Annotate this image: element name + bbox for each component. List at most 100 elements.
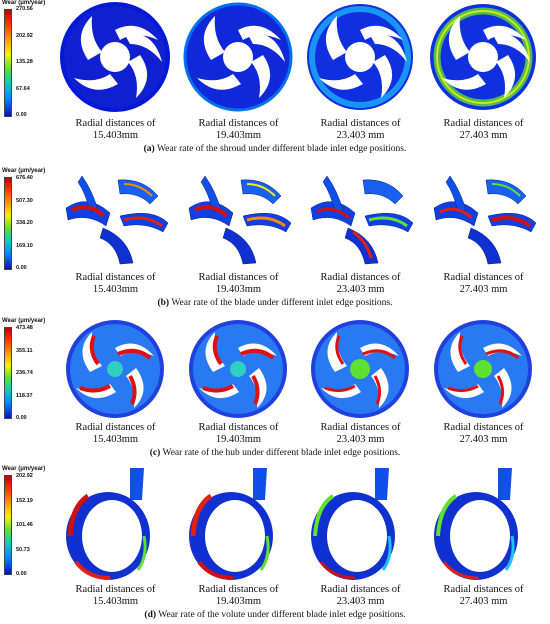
panel-label: (b) xyxy=(157,298,170,308)
hub-render xyxy=(189,320,287,418)
caption-line2: 23.403 mm xyxy=(336,596,385,607)
legend-tick: 676.40 xyxy=(16,175,33,181)
legend-tick: 202.92 xyxy=(16,32,33,39)
blade-view-1: Radial distances of 15.403mm xyxy=(58,168,173,318)
legend-tick: 0.00 xyxy=(16,112,27,118)
color-scale-bar xyxy=(4,475,12,575)
panel-d: Wear (μm/year) 202.92 152.19 101.46 50.7… xyxy=(0,466,550,624)
legend-title: Wear (μm/year) xyxy=(2,0,46,6)
volute-view-2: Radial distances of 19.403mm xyxy=(181,466,296,624)
caption-line1: Radial distances of xyxy=(198,584,279,595)
caption-line2: 15.403mm xyxy=(92,130,139,141)
panel-caption-text: Wear rate of the hub under different bla… xyxy=(162,448,401,458)
blade-view-4: Radial distances of 27.403 mm xyxy=(426,168,541,318)
caption-line1: Radial distances of xyxy=(320,118,401,129)
caption-line1: Radial distances of xyxy=(443,584,524,595)
volute-render xyxy=(189,468,273,580)
caption-line2: 15.403mm xyxy=(92,284,139,295)
blade-render xyxy=(188,175,292,265)
blade-render xyxy=(310,175,414,265)
legend-tick: 473.48 xyxy=(16,325,33,331)
shroud-view-4: Radial distances of 27.403 mm xyxy=(426,0,541,160)
caption-line1: Radial distances of xyxy=(320,422,401,433)
legend-tick: 507.30 xyxy=(16,197,33,204)
caption-line2: 27.403 mm xyxy=(459,434,508,445)
hub-render xyxy=(434,320,532,418)
blade-render xyxy=(65,175,169,265)
shroud-view-1: Radial distances of 15.403mm xyxy=(58,0,173,160)
shroud-view-2: Radial distances of 19.403mm xyxy=(181,0,296,160)
blade-render xyxy=(433,175,537,265)
caption-line1: Radial distances of xyxy=(75,422,156,433)
volute-view-1: Radial distances of 15.403mm xyxy=(58,466,173,624)
hub-view-1: Radial distances of 15.403mm xyxy=(58,318,173,466)
volute-view-3: Radial distances of 23.403 mm xyxy=(303,466,418,624)
legend-tick: 0.00 xyxy=(16,415,27,421)
shroud-render xyxy=(183,2,293,112)
panel-label: (d) xyxy=(144,610,157,620)
panel-caption: (c) Wear rate of the hub under different… xyxy=(0,448,550,458)
volute-render xyxy=(434,468,518,580)
legend-title: Wear (μm/year) xyxy=(2,168,46,174)
caption-line1: Radial distances of xyxy=(320,584,401,595)
volute-view-4: Radial distances of 27.403 mm xyxy=(426,466,541,624)
caption-line2: 27.403 mm xyxy=(459,284,508,295)
legend-tick: 50.73 xyxy=(16,546,30,553)
shroud-view-3: Radial distances of 23.403 mm xyxy=(303,0,418,160)
shroud-render xyxy=(307,4,413,110)
caption-line2: 23.403 mm xyxy=(336,284,385,295)
blade-view-3: Radial distances of 23.403 mm xyxy=(303,168,418,318)
caption-line2: 27.403 mm xyxy=(459,130,508,141)
hub-view-2: Radial distances of 19.403mm xyxy=(181,318,296,466)
hub-view-3: Radial distances of 23.403 mm xyxy=(303,318,418,466)
legend-tick: 169.10 xyxy=(16,242,33,249)
caption-line2: 23.403 mm xyxy=(336,434,385,445)
caption-line1: Radial distances of xyxy=(443,272,524,283)
caption-line1: Radial distances of xyxy=(443,422,524,433)
legend-tick: 118.37 xyxy=(16,392,33,399)
caption-line2: 15.403mm xyxy=(92,596,139,607)
caption-line2: 19.403mm xyxy=(215,284,262,295)
legend-tick: 67.64 xyxy=(16,85,30,92)
caption-line1: Radial distances of xyxy=(75,584,156,595)
color-scale-bar xyxy=(4,327,12,419)
legend-tick: 202.92 xyxy=(16,473,33,479)
legend-tick: 0.00 xyxy=(16,571,27,577)
volute-render xyxy=(66,468,150,580)
caption-line1: Radial distances of xyxy=(75,272,156,283)
legend-tick: 135.28 xyxy=(16,59,33,65)
panel-caption: (d) Wear rate of the volute under differ… xyxy=(0,610,550,620)
shroud-render xyxy=(60,2,170,112)
legend-tick: 355.11 xyxy=(16,347,33,354)
caption-line2: 27.403 mm xyxy=(459,596,508,607)
caption-line2: 19.403mm xyxy=(215,130,262,141)
caption-line2: 23.403 mm xyxy=(336,130,385,141)
panel-label: (a) xyxy=(143,144,155,154)
panel-caption: (b) Wear rate of the blade under differe… xyxy=(0,298,550,308)
panel-label: (c) xyxy=(149,448,161,458)
hub-render xyxy=(66,320,164,418)
panel-c: Wear (μm/year) 473.48 355.11 236.74 118.… xyxy=(0,318,550,466)
blade-view-2: Radial distances of 19.403mm xyxy=(181,168,296,318)
legend-tick: 101.46 xyxy=(16,522,33,528)
legend-tick: 236.74 xyxy=(16,370,33,376)
caption-line1: Radial distances of xyxy=(443,118,524,129)
legend-tick: 0.00 xyxy=(16,265,27,271)
legend-tick: 338.20 xyxy=(16,220,33,226)
legend-tick: 270.56 xyxy=(16,6,33,12)
color-scale-bar xyxy=(4,177,12,270)
panel-b: Wear (μm/year) 676.40 507.30 338.20 169.… xyxy=(0,168,550,318)
panel-caption: (a) Wear rate of the shroud under differ… xyxy=(0,144,550,154)
panel-caption-text: Wear rate of the blade under different i… xyxy=(171,298,393,308)
hub-render xyxy=(311,320,409,418)
panel-caption-text: Wear rate of the shroud under different … xyxy=(156,144,407,154)
hub-view-4: Radial distances of 27.403 mm xyxy=(426,318,541,466)
legend-tick: 152.19 xyxy=(16,497,33,504)
panel-caption-text: Wear rate of the volute under different … xyxy=(158,610,406,620)
color-scale-bar xyxy=(4,9,12,117)
panel-a: Wear (μm/year) 270.56 202.92 135.28 67.6… xyxy=(0,0,550,160)
caption-line1: Radial distances of xyxy=(198,272,279,283)
caption-line2: 19.403mm xyxy=(215,434,262,445)
caption-line1: Radial distances of xyxy=(320,272,401,283)
legend-title: Wear (μm/year) xyxy=(2,466,46,472)
